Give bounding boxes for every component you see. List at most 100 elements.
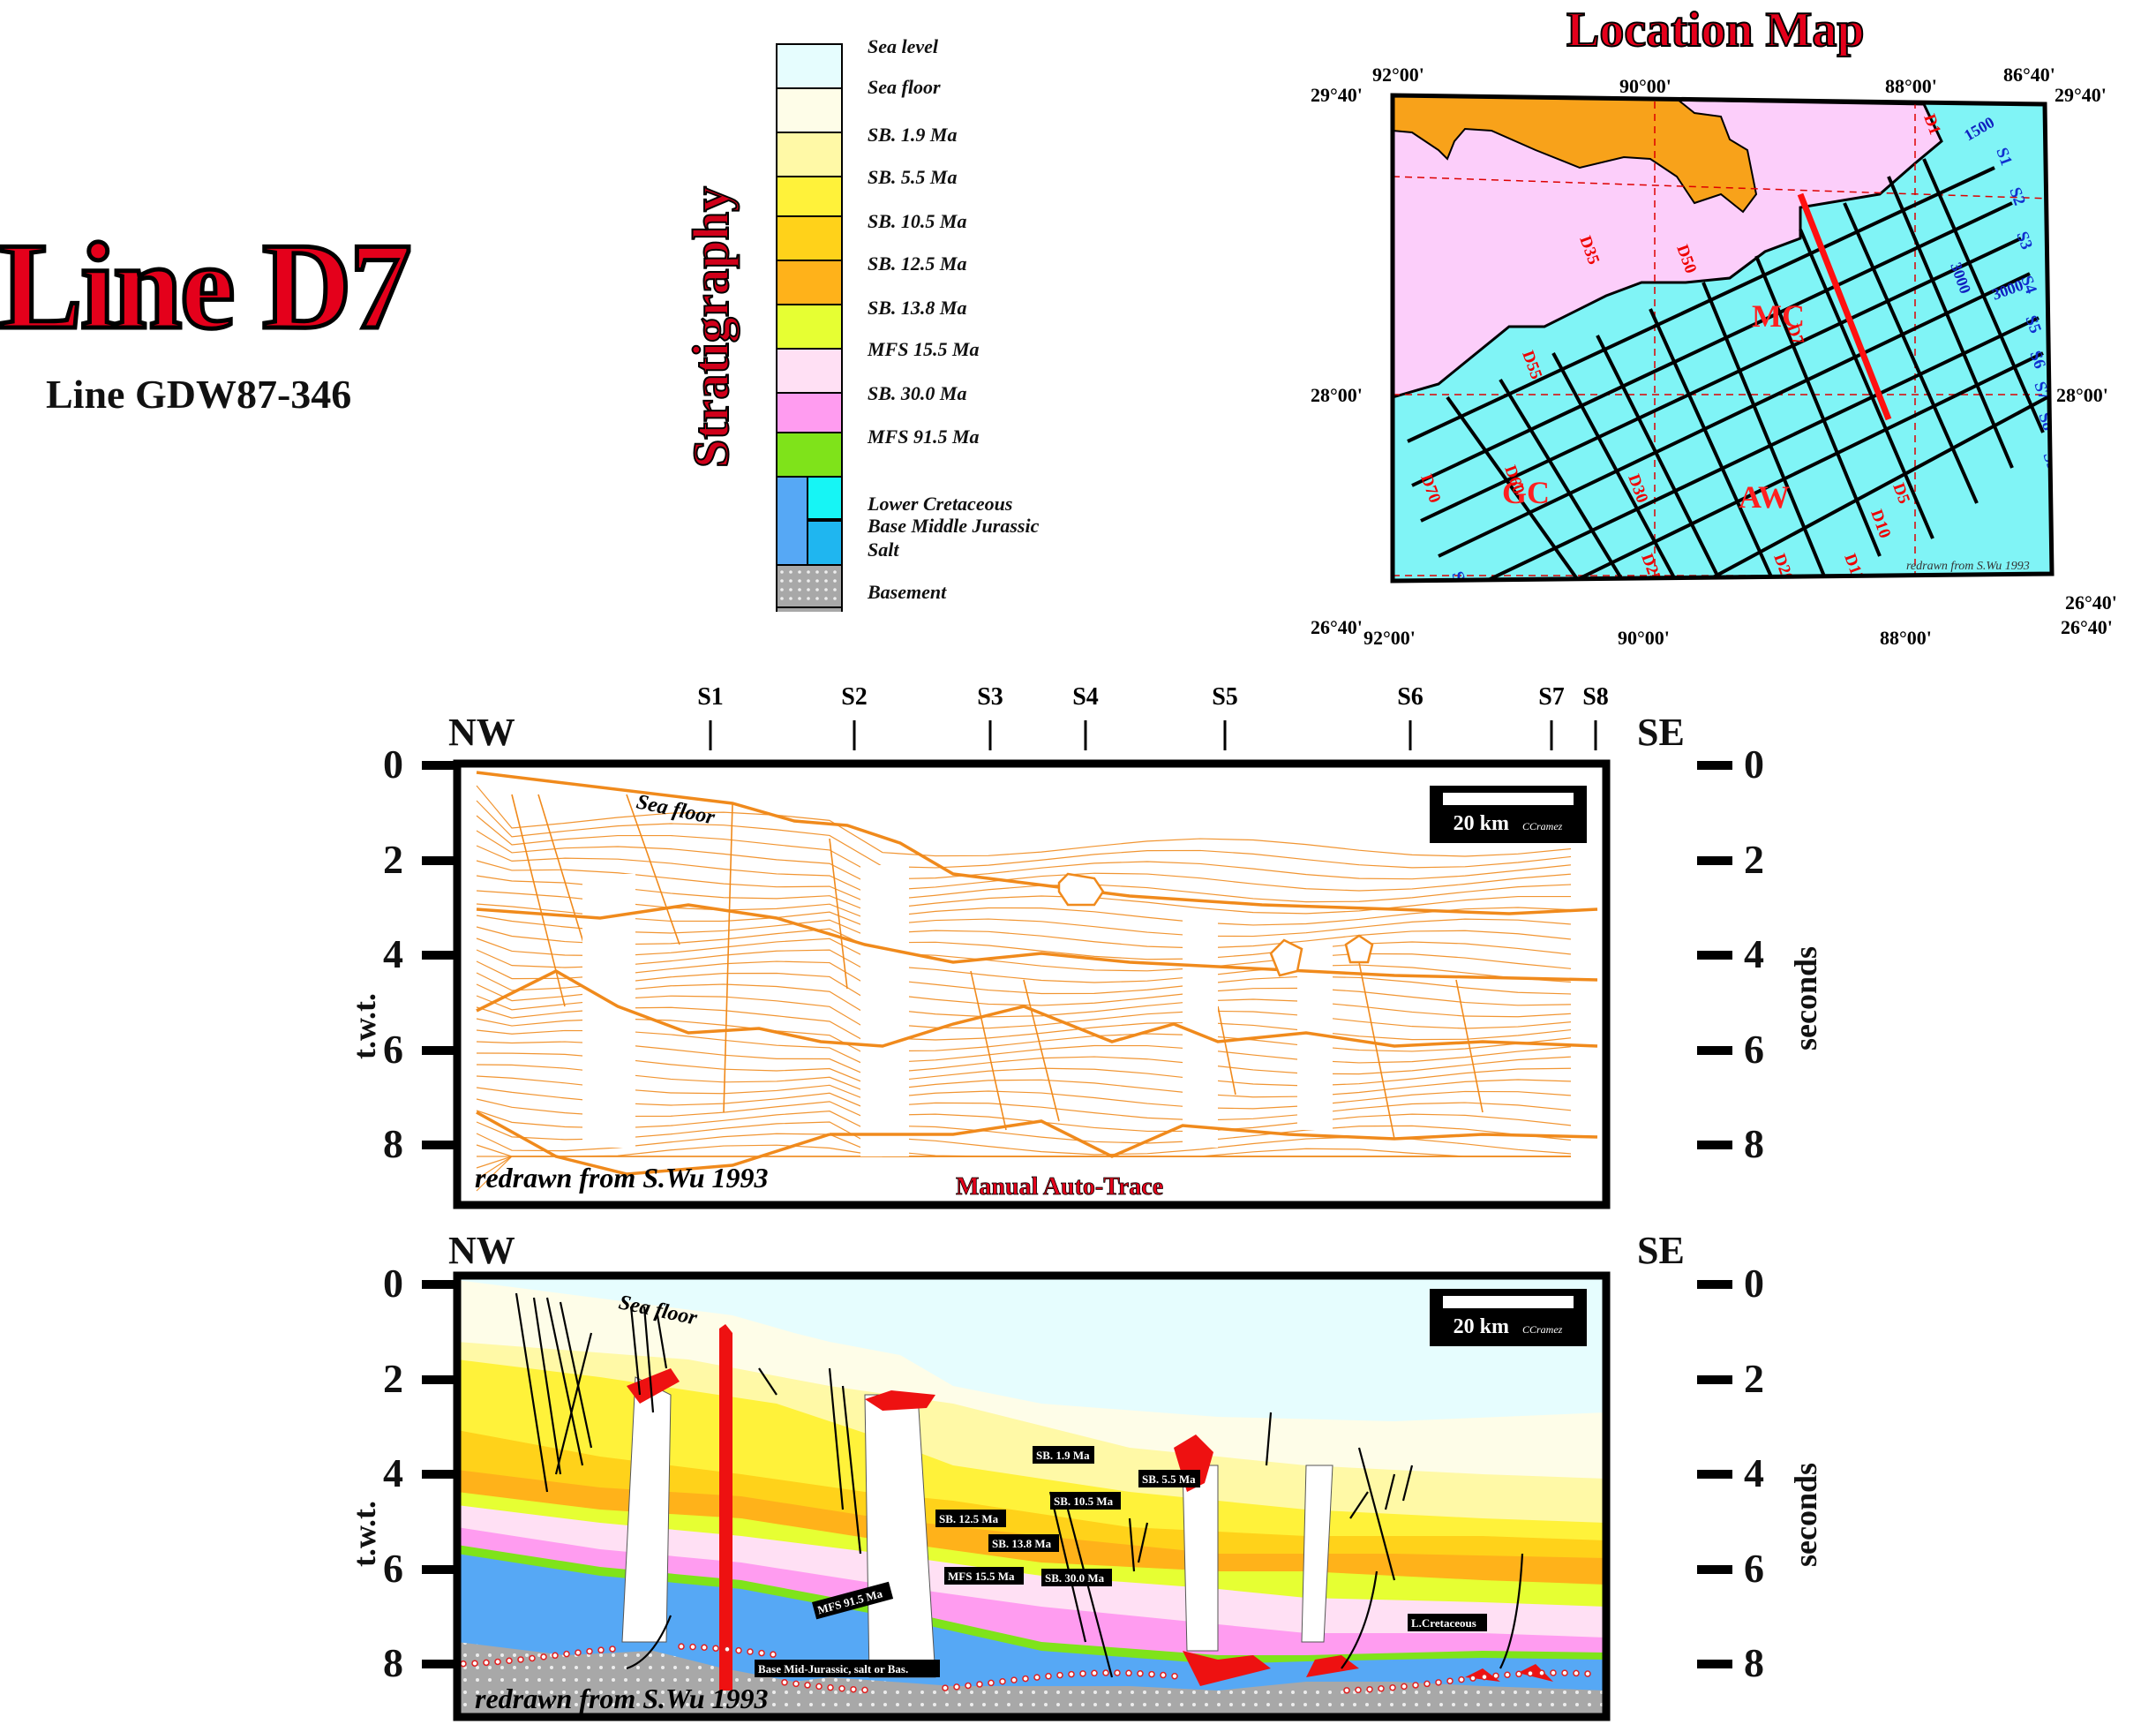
- y-tick-label: 8: [383, 1121, 403, 1167]
- direction-nw: NW: [448, 1229, 515, 1272]
- coord-label: 26°40': [2065, 591, 2117, 614]
- y-tick-label: 0: [383, 742, 403, 787]
- y-tick-mark: [1697, 1660, 1732, 1669]
- coord-label: 92°00': [1363, 627, 1416, 644]
- coord-label: 88°00': [1885, 75, 1937, 97]
- location-map-title: Location Map: [1566, 2, 1866, 58]
- y-tick-label: 2: [1744, 1355, 1764, 1401]
- faults: [515, 1292, 1524, 1678]
- direction-nw: NW: [448, 711, 515, 754]
- y-tick-mark: [1697, 1564, 1732, 1574]
- strat-item-label: Salt: [868, 538, 899, 561]
- y-tick-mark: [422, 1280, 457, 1289]
- direction-se: SE: [1637, 1229, 1685, 1272]
- section-bottom-y-label-right: seconds: [1788, 1462, 1823, 1567]
- shotpoint-label: S3: [977, 683, 1003, 711]
- y-tick-label: 4: [383, 1450, 403, 1496]
- y-tick-label: 4: [383, 931, 403, 977]
- map-line-label: D65: [1443, 600, 1470, 634]
- strat-swatch: [807, 520, 843, 566]
- horizon-label: MFS 15.5 Ma: [944, 1567, 1024, 1585]
- strat-swatch: [776, 392, 843, 433]
- shotpoint-label: S1: [697, 683, 724, 711]
- map-frame: [1390, 93, 2055, 584]
- y-tick-mark: [1697, 855, 1732, 865]
- y-tick-label: 8: [1744, 1640, 1764, 1686]
- svg-text:MFS 15.5 Ma: MFS 15.5 Ma: [948, 1570, 1015, 1583]
- y-tick-mark: [1697, 1470, 1732, 1480]
- coord-label: 86°40': [2003, 64, 2055, 86]
- y-tick-mark: [1697, 1280, 1732, 1289]
- top-major-horizons: [476, 771, 1598, 1176]
- scale-bar-credit: CCramez: [1522, 820, 1563, 832]
- strat-swatch: [776, 260, 843, 305]
- y-tick-mark: [422, 1045, 457, 1055]
- svg-text:SB. 13.8 Ma: SB. 13.8 Ma: [992, 1537, 1052, 1550]
- map-land: [1393, 95, 1943, 399]
- strat-item-label: SB. 12.5 Ma: [868, 252, 967, 275]
- strat-swatch: [776, 176, 843, 217]
- horizon-label: SB. 10.5 Ma: [1050, 1492, 1121, 1510]
- scale-bar-label: 20 km: [1454, 1315, 1509, 1338]
- svg-text:Base Mid-Jurassic, salt or Bas: Base Mid-Jurassic, salt or Bas.: [758, 1662, 908, 1676]
- svg-text:SB. 30.0 Ma: SB. 30.0 Ma: [1045, 1571, 1105, 1585]
- coord-label: 90°00': [1618, 627, 1670, 644]
- map-delta: [1393, 95, 1758, 214]
- strat-item-label: MFS 15.5 Ma: [868, 338, 980, 360]
- y-tick-label: 2: [1744, 836, 1764, 882]
- strat-item-label: Sea level: [868, 35, 939, 57]
- svg-text:SB. 12.5 Ma: SB. 12.5 Ma: [939, 1512, 999, 1525]
- strat-swatch: [776, 476, 808, 566]
- map-area-mc: MC: [1752, 298, 1805, 334]
- shotpoint-label: S5: [1212, 683, 1238, 711]
- y-tick-label: 2: [383, 1355, 403, 1401]
- line-subtitle: Line GDW87-346: [46, 372, 352, 417]
- y-tick-label: 2: [383, 836, 403, 882]
- y-tick-mark: [422, 761, 457, 770]
- y-tick-label: 4: [1744, 931, 1764, 977]
- section-top-credit: redrawn from S.Wu 1993: [475, 1162, 769, 1194]
- y-tick-label: 0: [383, 1261, 403, 1306]
- y-tick-mark: [1697, 1045, 1732, 1055]
- y-tick-mark: [422, 1374, 457, 1384]
- coord-label: 92°00': [1372, 64, 1424, 86]
- layer-basement: [457, 1642, 1606, 1717]
- map-line-d7-highlight: [1797, 192, 1892, 421]
- y-tick-label: 0: [1744, 1261, 1764, 1306]
- shotpoint-label: S6: [1397, 683, 1424, 711]
- map-area-gc: GC: [1502, 475, 1550, 510]
- strat-item-label: SB. 1.9 Ma: [868, 124, 958, 146]
- shotpoint-label: S7: [1538, 683, 1565, 711]
- y-tick-label: 6: [383, 1026, 403, 1072]
- y-tick-label: 6: [1744, 1545, 1764, 1591]
- svg-text:SB. 5.5 Ma: SB. 5.5 Ma: [1142, 1472, 1196, 1486]
- y-tick-label: 6: [383, 1545, 403, 1591]
- y-tick-mark: [1697, 1374, 1732, 1384]
- strat-swatch: [776, 215, 843, 261]
- scale-bar-credit: CCramez: [1522, 1323, 1563, 1336]
- coord-label: 29°40': [1311, 84, 1363, 106]
- map-area-aw: AW: [1739, 479, 1790, 515]
- strat-item-label: Sea floor: [868, 76, 941, 98]
- y-tick-mark: [422, 1470, 457, 1480]
- coord-label: 29°40': [2055, 84, 2107, 106]
- strat-item-label: SB. 13.8 Ma: [868, 297, 967, 319]
- section-bottom-frame: [453, 1271, 1611, 1721]
- horizon-label: SB. 13.8 Ma: [988, 1534, 1059, 1552]
- horizon-label: SB. 12.5 Ma: [935, 1510, 1006, 1527]
- section-bottom-y-label-left: t.w.t.: [347, 1501, 382, 1567]
- map-line-label: S2: [1505, 587, 1529, 610]
- strat-item-label: SB. 10.5 Ma: [868, 210, 967, 232]
- map-line-label: S5: [1641, 591, 1665, 614]
- jurassic-dots: [460, 1643, 1591, 1694]
- strat-swatch: [776, 304, 843, 350]
- strat-swatch: [807, 476, 843, 520]
- section-top-y-label-left: t.w.t.: [347, 993, 382, 1059]
- svg-text:L.Cretaceous: L.Cretaceous: [1411, 1616, 1476, 1630]
- page-title: Line D7: [0, 218, 414, 355]
- y-tick-label: 0: [1744, 742, 1764, 787]
- coord-label: 26°40': [2061, 616, 2113, 638]
- strat-swatch: [776, 432, 843, 478]
- svg-text:SB. 1.9 Ma: SB. 1.9 Ma: [1036, 1449, 1090, 1462]
- coord-label: 26°40': [1311, 616, 1363, 638]
